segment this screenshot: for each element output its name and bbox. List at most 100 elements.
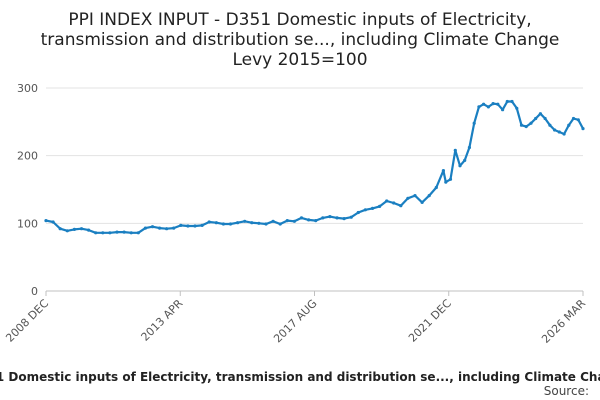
data-point[interactable]	[292, 219, 296, 223]
data-point[interactable]	[44, 219, 48, 223]
data-point[interactable]	[87, 228, 91, 232]
data-point[interactable]	[378, 204, 382, 208]
data-point[interactable]	[491, 102, 495, 106]
data-point[interactable]	[581, 127, 585, 131]
data-point[interactable]	[299, 216, 304, 220]
gridlines	[46, 87, 583, 292]
data-point[interactable]	[562, 132, 566, 136]
data-point[interactable]	[515, 106, 519, 110]
data-point[interactable]	[158, 226, 162, 230]
data-point[interactable]	[505, 99, 509, 104]
data-point[interactable]	[228, 222, 233, 226]
y-tick-label: 200	[17, 150, 38, 163]
data-point[interactable]	[143, 226, 147, 230]
data-point[interactable]	[519, 123, 524, 127]
y-tick-label: 300	[17, 82, 38, 95]
series-line[interactable]	[45, 100, 584, 234]
data-point[interactable]	[482, 102, 486, 106]
data-point[interactable]	[115, 230, 119, 234]
source-label: Source:	[544, 384, 589, 398]
data-point[interactable]	[221, 222, 225, 226]
data-point[interactable]	[363, 208, 367, 212]
data-point[interactable]	[236, 221, 240, 225]
data-point[interactable]	[406, 196, 410, 200]
data-point[interactable]	[501, 108, 505, 112]
data-point[interactable]	[448, 177, 453, 181]
data-point[interactable]	[264, 222, 268, 226]
x-tick-label: 2021 DEC	[406, 297, 454, 345]
data-point[interactable]	[94, 231, 98, 235]
data-point[interactable]	[427, 194, 431, 198]
data-point[interactable]	[441, 169, 445, 173]
data-point[interactable]	[453, 148, 457, 152]
data-point[interactable]	[321, 216, 325, 220]
data-point[interactable]	[543, 116, 547, 121]
data-point[interactable]	[179, 223, 183, 227]
data-point[interactable]	[538, 112, 543, 116]
data-point[interactable]	[553, 128, 557, 132]
data-point[interactable]	[463, 158, 467, 162]
data-point[interactable]	[472, 121, 476, 125]
data-point[interactable]	[392, 201, 396, 205]
chart-title-line-1: PPI INDEX INPUT - D351 Domestic inputs o…	[68, 10, 531, 30]
data-point[interactable]	[136, 231, 140, 235]
data-point[interactable]	[434, 185, 438, 190]
data-point[interactable]	[342, 217, 346, 221]
data-point[interactable]	[51, 220, 55, 224]
data-point[interactable]	[271, 219, 275, 223]
data-point[interactable]	[165, 227, 169, 231]
data-point[interactable]	[576, 118, 580, 122]
data-point[interactable]	[477, 105, 481, 109]
data-point[interactable]	[314, 219, 318, 223]
data-point[interactable]	[307, 218, 311, 222]
data-point[interactable]	[385, 199, 389, 203]
data-point[interactable]	[79, 227, 84, 231]
data-point[interactable]	[534, 116, 538, 121]
x-tick-label: 2013 APR	[138, 297, 185, 344]
data-point[interactable]	[72, 227, 76, 231]
data-point[interactable]	[548, 123, 552, 127]
data-point[interactable]	[193, 224, 197, 228]
data-point[interactable]	[214, 221, 218, 225]
data-point[interactable]	[65, 229, 69, 233]
data-point[interactable]	[567, 123, 571, 127]
data-point[interactable]	[257, 221, 261, 225]
data-point[interactable]	[467, 145, 471, 150]
data-point[interactable]	[285, 219, 289, 223]
data-point[interactable]	[420, 200, 424, 204]
data-point[interactable]	[486, 105, 490, 109]
data-point[interactable]	[129, 231, 133, 235]
data-point[interactable]	[150, 225, 155, 229]
data-point[interactable]	[58, 227, 62, 231]
x-tick-label: 2026 MAR	[539, 297, 588, 346]
data-point[interactable]	[122, 230, 126, 234]
data-point[interactable]	[349, 215, 353, 219]
data-point[interactable]	[335, 216, 339, 220]
data-point[interactable]	[571, 116, 576, 121]
data-point[interactable]	[207, 220, 211, 224]
data-point[interactable]	[186, 224, 190, 228]
data-point[interactable]	[529, 121, 533, 125]
data-point[interactable]	[108, 231, 112, 235]
data-point[interactable]	[557, 130, 561, 134]
series-group	[44, 99, 585, 235]
data-point[interactable]	[510, 99, 514, 104]
data-point[interactable]	[101, 231, 105, 235]
data-point[interactable]	[172, 226, 176, 230]
data-point[interactable]	[458, 164, 462, 168]
data-point[interactable]	[399, 204, 403, 208]
x-tick-label: 2008 DEC	[3, 297, 51, 345]
data-point[interactable]	[200, 223, 204, 227]
data-point[interactable]	[278, 222, 282, 226]
data-point[interactable]	[524, 125, 528, 129]
legend-label[interactable]: D351 Domestic inputs of Electricity, tra…	[0, 370, 600, 384]
data-point[interactable]	[356, 210, 360, 215]
data-point[interactable]	[370, 206, 375, 210]
data-point[interactable]	[250, 221, 254, 225]
data-point[interactable]	[444, 180, 448, 184]
data-point[interactable]	[413, 194, 417, 198]
data-point[interactable]	[496, 102, 500, 106]
data-point[interactable]	[328, 215, 332, 219]
data-point[interactable]	[243, 219, 247, 223]
